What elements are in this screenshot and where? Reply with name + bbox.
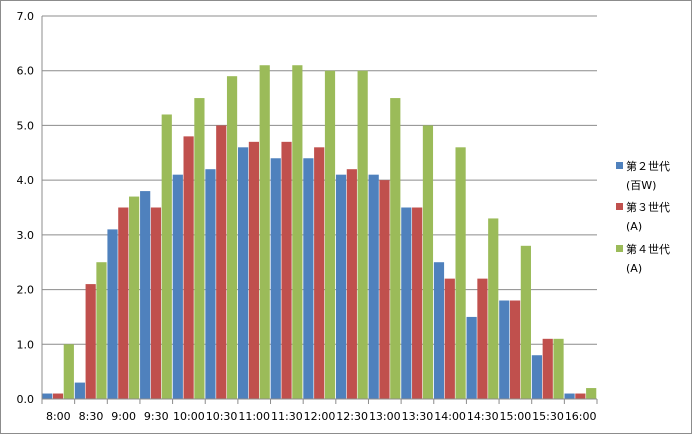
y-tick-label: 1.0	[17, 338, 35, 351]
bar-series-2	[346, 169, 357, 399]
x-tick-label: 14:30	[467, 410, 499, 423]
bar-series-3	[324, 70, 336, 400]
legend-entry-label: (A)	[626, 262, 642, 275]
y-tick-label: 3.0	[17, 229, 35, 242]
bar-series-3	[390, 98, 401, 399]
x-tick-label: 14:00	[434, 410, 466, 423]
bar-series-2	[542, 338, 553, 399]
legend-entry-label: (百W)	[626, 179, 656, 192]
x-tick-label: 11:00	[238, 410, 270, 423]
legend-swatch	[616, 245, 623, 252]
bar-series-1	[564, 393, 575, 399]
legend-entry-label: 第２世代	[626, 159, 670, 173]
bar-series-2	[444, 278, 455, 399]
bar-series-3	[520, 245, 531, 399]
y-tick-label: 6.0	[17, 65, 35, 78]
bar-series-3	[129, 196, 140, 399]
bar-series-1	[74, 382, 85, 399]
y-tick-label: 5.0	[17, 119, 35, 132]
x-tick-label: 11:30	[271, 410, 303, 423]
bar-series-1	[42, 393, 53, 399]
bar-series-2	[183, 136, 194, 399]
bar-series-1	[107, 229, 118, 399]
bar-series-1	[303, 158, 314, 399]
bar-series-1	[401, 207, 412, 399]
bar-series-3	[226, 76, 238, 399]
bar-series-3	[422, 125, 434, 400]
x-tick-label: 15:00	[500, 410, 532, 423]
bar-series-3	[259, 65, 270, 400]
bar-series-2	[412, 207, 423, 399]
y-tick-label: 2.0	[17, 284, 35, 297]
x-tick-label: 12:00	[304, 410, 336, 423]
x-tick-label: 10:30	[206, 410, 238, 423]
bar-series-1	[205, 169, 216, 399]
bar-series-3	[161, 114, 172, 400]
bar-series-2	[281, 141, 292, 399]
bar-series-2	[150, 207, 162, 399]
x-tick-label: 10:00	[173, 410, 205, 423]
bar-series-2	[575, 393, 586, 399]
bar-series-3	[63, 344, 74, 399]
bar-series-3	[553, 338, 564, 399]
bar-series-1	[140, 191, 151, 399]
x-tick-label: 15:30	[532, 410, 564, 423]
x-tick-label: 8:30	[79, 410, 104, 423]
bar-series-3	[292, 65, 303, 400]
x-tick-label: 16:00	[565, 410, 597, 423]
bar-series-3	[586, 388, 597, 399]
bar-series-1	[368, 174, 379, 399]
x-tick-label: 9:00	[111, 410, 136, 423]
bar-series-1	[335, 174, 347, 399]
legend-entry-label: 第３世代	[626, 200, 670, 214]
bar-series-1	[238, 147, 249, 399]
bar-series-2	[509, 300, 521, 399]
bar-series-1	[531, 355, 543, 399]
bar-series-2	[85, 284, 96, 399]
bar-series-2	[379, 180, 390, 399]
bar-series-3	[455, 147, 466, 399]
legend-swatch	[616, 162, 623, 169]
bar-series-2	[314, 147, 325, 399]
bar-series-1	[270, 158, 281, 399]
bar-series-1	[499, 300, 510, 399]
bar-series-1	[466, 316, 477, 399]
bar-series-3	[488, 218, 499, 399]
y-tick-label: 4.0	[17, 174, 35, 187]
y-tick-label: 0.0	[17, 393, 35, 406]
bar-series-1	[433, 262, 445, 399]
x-tick-label: 12:30	[336, 410, 368, 423]
x-tick-label: 13:00	[369, 410, 401, 423]
bar-series-2	[248, 141, 260, 399]
bars	[42, 65, 597, 400]
bar-series-1	[172, 174, 183, 399]
x-tick-label: 9:30	[144, 410, 169, 423]
y-axis-tick-labels: 0.0 1.0 2.0 3.0 4.0 5.0 6.0 7.0	[17, 10, 35, 406]
bar-series-2	[216, 125, 227, 400]
bar-series-3	[194, 98, 205, 399]
bar-series-2	[52, 393, 64, 399]
bar-series-2	[477, 278, 488, 399]
x-tick-label: 13:30	[402, 410, 434, 423]
legend-swatch	[616, 203, 623, 210]
y-tick-label: 7.0	[17, 10, 35, 23]
legend-entry-label: 第４世代	[626, 242, 670, 256]
bar-series-3	[96, 262, 107, 399]
legend-entry-label: (A)	[626, 220, 642, 233]
bar-series-2	[118, 207, 129, 399]
bar-series-3	[357, 70, 368, 400]
axes	[41, 16, 598, 404]
x-axis-tick-labels: 8:00 8:30 9:00 9:30 10:00 10:30 11:00 11:30 12:0…	[46, 410, 597, 423]
x-tick-label: 8:00	[46, 410, 71, 423]
legend: 第２世代 (百W) 第３世代 (A) 第４世代 (A)	[616, 159, 670, 275]
